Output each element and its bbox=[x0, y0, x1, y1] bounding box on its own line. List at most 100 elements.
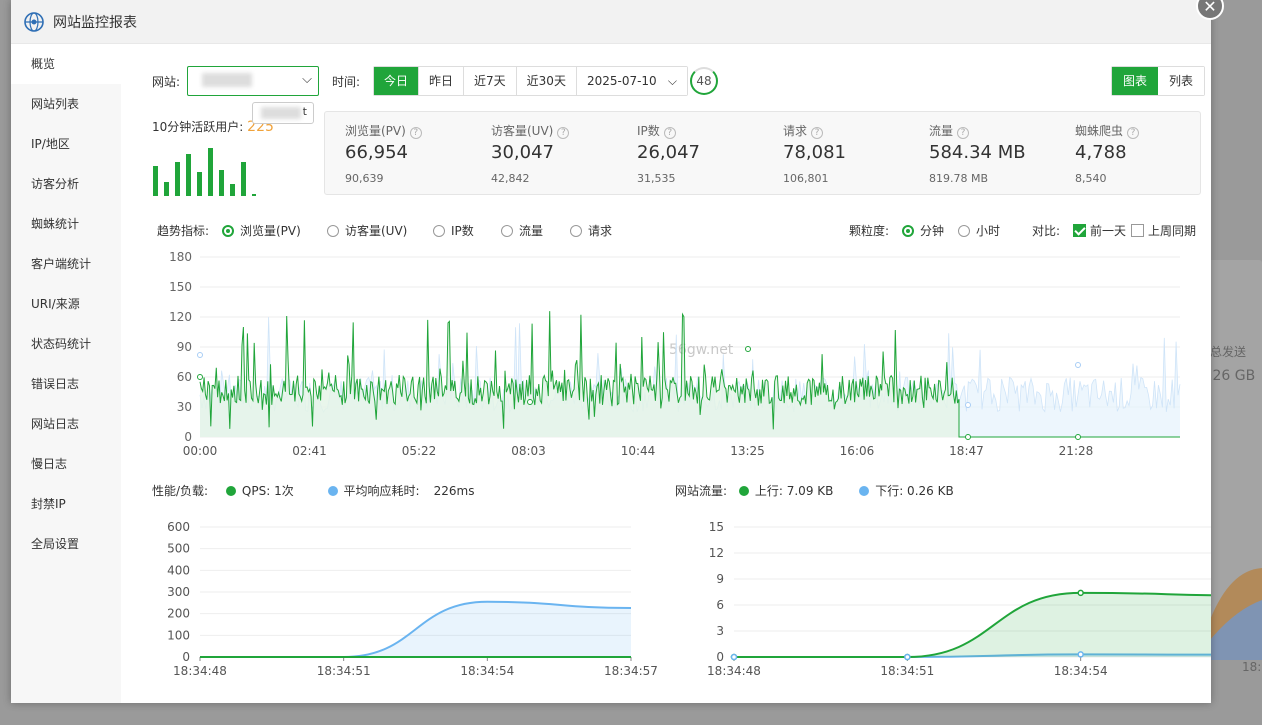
metric-uv[interactable]: 访客量(UV) bbox=[327, 222, 407, 239]
traffic-legend: 网站流量: 上行: 7.09 KB 下行: 0.26 KB bbox=[675, 482, 954, 499]
x-tick-label: 18:34:54 bbox=[460, 664, 514, 678]
x-tick-label: 18:47 bbox=[949, 444, 984, 458]
sidebar-item[interactable]: 蜘蛛统计 bbox=[31, 217, 80, 231]
site-name-redacted bbox=[202, 73, 252, 87]
help-icon[interactable]: ? bbox=[663, 127, 676, 139]
y-tick-label: 3 bbox=[716, 624, 724, 638]
sidebar-item[interactable]: 慢日志 bbox=[31, 457, 68, 471]
sidebar-item[interactable]: 客户端统计 bbox=[31, 257, 92, 271]
metric-pv-label: 浏览量(PV) bbox=[240, 224, 301, 238]
time-range-group: 今日 昨日 近7天 近30天 2025-07-10 ⌵ bbox=[373, 66, 688, 96]
radio-icon bbox=[958, 225, 970, 237]
up-legend-label: 上行: 7.09 KB bbox=[754, 484, 834, 498]
report-modal: 网站监控报表 概览网站列表 IP/地区访客分析蜘蛛统计客户端统计 URI/来源 状态码… bbox=[11, 0, 1211, 703]
stat-label: 浏览量(PV)? bbox=[345, 122, 422, 139]
metric-requests[interactable]: 请求 bbox=[570, 222, 612, 239]
compare-yesterday[interactable]: 前一天 bbox=[1073, 222, 1126, 239]
sidebar-item[interactable]: 概览 bbox=[11, 44, 121, 84]
background-chart bbox=[1210, 568, 1262, 660]
time-30days-button[interactable]: 近30天 bbox=[516, 67, 577, 95]
time-yesterday-button[interactable]: 昨日 bbox=[419, 67, 465, 95]
sidebar-item[interactable]: URI/来源 bbox=[31, 297, 80, 311]
chevron-down-icon: ⌵ bbox=[302, 72, 312, 87]
series-point bbox=[1077, 589, 1084, 597]
radio-icon bbox=[570, 225, 582, 237]
pv-point bbox=[197, 374, 203, 380]
site-select[interactable]: ⌵ bbox=[187, 66, 319, 96]
sidebar-item[interactable]: 状态码统计 bbox=[31, 337, 92, 351]
chart-view-button[interactable]: 图表 bbox=[1112, 67, 1159, 95]
y-tick-label: 0 bbox=[184, 430, 192, 444]
trend-label: 趋势指标: bbox=[157, 224, 210, 238]
time-today-button[interactable]: 今日 bbox=[374, 67, 420, 95]
perf-label: 性能/负载: bbox=[152, 484, 209, 498]
checkbox-icon bbox=[1131, 224, 1144, 237]
sidebar-item[interactable]: 封禁IP bbox=[31, 497, 66, 511]
help-icon[interactable]: ? bbox=[557, 127, 570, 139]
date-picker[interactable]: 2025-07-10 ⌵ bbox=[576, 67, 687, 95]
stat-prev-value: 42,842 bbox=[491, 172, 530, 185]
sidebar-item[interactable]: 网站列表 bbox=[31, 97, 80, 111]
help-icon[interactable]: ? bbox=[409, 127, 422, 139]
y-tick-label: 9 bbox=[716, 572, 724, 586]
compare-lastweek-label: 上周同期 bbox=[1148, 224, 1197, 238]
y-tick-label: 60 bbox=[177, 370, 192, 384]
granularity-hour[interactable]: 小时 bbox=[958, 222, 1000, 239]
help-icon[interactable]: ? bbox=[1127, 127, 1140, 139]
x-tick-label: 02:41 bbox=[292, 444, 327, 458]
date-value: 2025-07-10 bbox=[586, 74, 657, 88]
checkbox-icon bbox=[1073, 224, 1086, 237]
pv-series-area bbox=[200, 311, 959, 437]
resp-value: 226ms bbox=[433, 484, 475, 498]
compare-point bbox=[965, 402, 971, 408]
metric-pv[interactable]: 浏览量(PV) bbox=[222, 222, 301, 239]
y-tick-label: 90 bbox=[177, 340, 192, 354]
granularity-label: 颗粒度: bbox=[849, 224, 890, 238]
time-7days-button[interactable]: 近7天 bbox=[464, 67, 517, 95]
compare-point bbox=[197, 352, 203, 358]
metric-traffic[interactable]: 流量 bbox=[501, 222, 543, 239]
time-label: 时间: bbox=[332, 75, 361, 89]
radio-icon bbox=[433, 225, 445, 237]
help-icon[interactable]: ? bbox=[811, 127, 824, 139]
dot-icon bbox=[738, 486, 749, 496]
stat-prev-value: 819.78 MB bbox=[929, 172, 989, 185]
close-button[interactable]: ✕ bbox=[1196, 0, 1224, 20]
y-tick-label: 6 bbox=[716, 598, 724, 612]
sidebar-item[interactable]: 访客分析 bbox=[31, 177, 80, 191]
dot-icon bbox=[327, 486, 338, 496]
list-view-button[interactable]: 列表 bbox=[1158, 67, 1205, 95]
radio-icon bbox=[902, 225, 914, 237]
series-point bbox=[730, 653, 738, 661]
sidebar-item[interactable]: 网站日志 bbox=[31, 417, 80, 431]
stat-value: 30,047 bbox=[491, 142, 554, 163]
sidebar-item[interactable]: 错误日志 bbox=[31, 377, 80, 391]
y-tick-label: 30 bbox=[177, 400, 192, 414]
sidebar-item[interactable]: IP/地区 bbox=[31, 137, 70, 151]
window-title: 网站监控报表 bbox=[53, 14, 137, 31]
y-tick-label: 100 bbox=[167, 628, 190, 642]
y-tick-label: 300 bbox=[167, 585, 190, 599]
pv-point bbox=[965, 434, 971, 440]
trend-controls: 趋势指标: 浏览量(PV) 访客量(UV) IP数 流量 请求 颗粒度: 分钟 … bbox=[157, 222, 1207, 242]
granularity-minute[interactable]: 分钟 bbox=[902, 222, 944, 239]
compare-lastweek[interactable]: 上周同期 bbox=[1131, 222, 1196, 239]
radio-icon bbox=[501, 225, 513, 237]
stat-prev-value: 90,639 bbox=[345, 172, 384, 185]
stat-value: 4,788 bbox=[1075, 142, 1127, 163]
x-tick-label: 18:34:51 bbox=[317, 664, 371, 678]
x-tick-label: 18:34:51 bbox=[880, 664, 934, 678]
help-icon[interactable]: ? bbox=[957, 127, 970, 139]
stat-prev-value: 106,801 bbox=[783, 172, 829, 185]
traffic-label: 网站流量: bbox=[675, 484, 728, 498]
metric-ip[interactable]: IP数 bbox=[433, 222, 474, 239]
y-tick-label: 120 bbox=[169, 310, 192, 324]
background-tick: 18: bbox=[1242, 660, 1262, 674]
sidebar-item[interactable]: 全局设置 bbox=[31, 537, 80, 551]
stat-prev-value: 31,535 bbox=[637, 172, 676, 185]
watermark: 56gw.net bbox=[669, 342, 734, 358]
globe-icon bbox=[24, 11, 44, 32]
background-value: .26 GB bbox=[1208, 368, 1256, 384]
refresh-countdown[interactable]: 48 bbox=[690, 67, 718, 95]
